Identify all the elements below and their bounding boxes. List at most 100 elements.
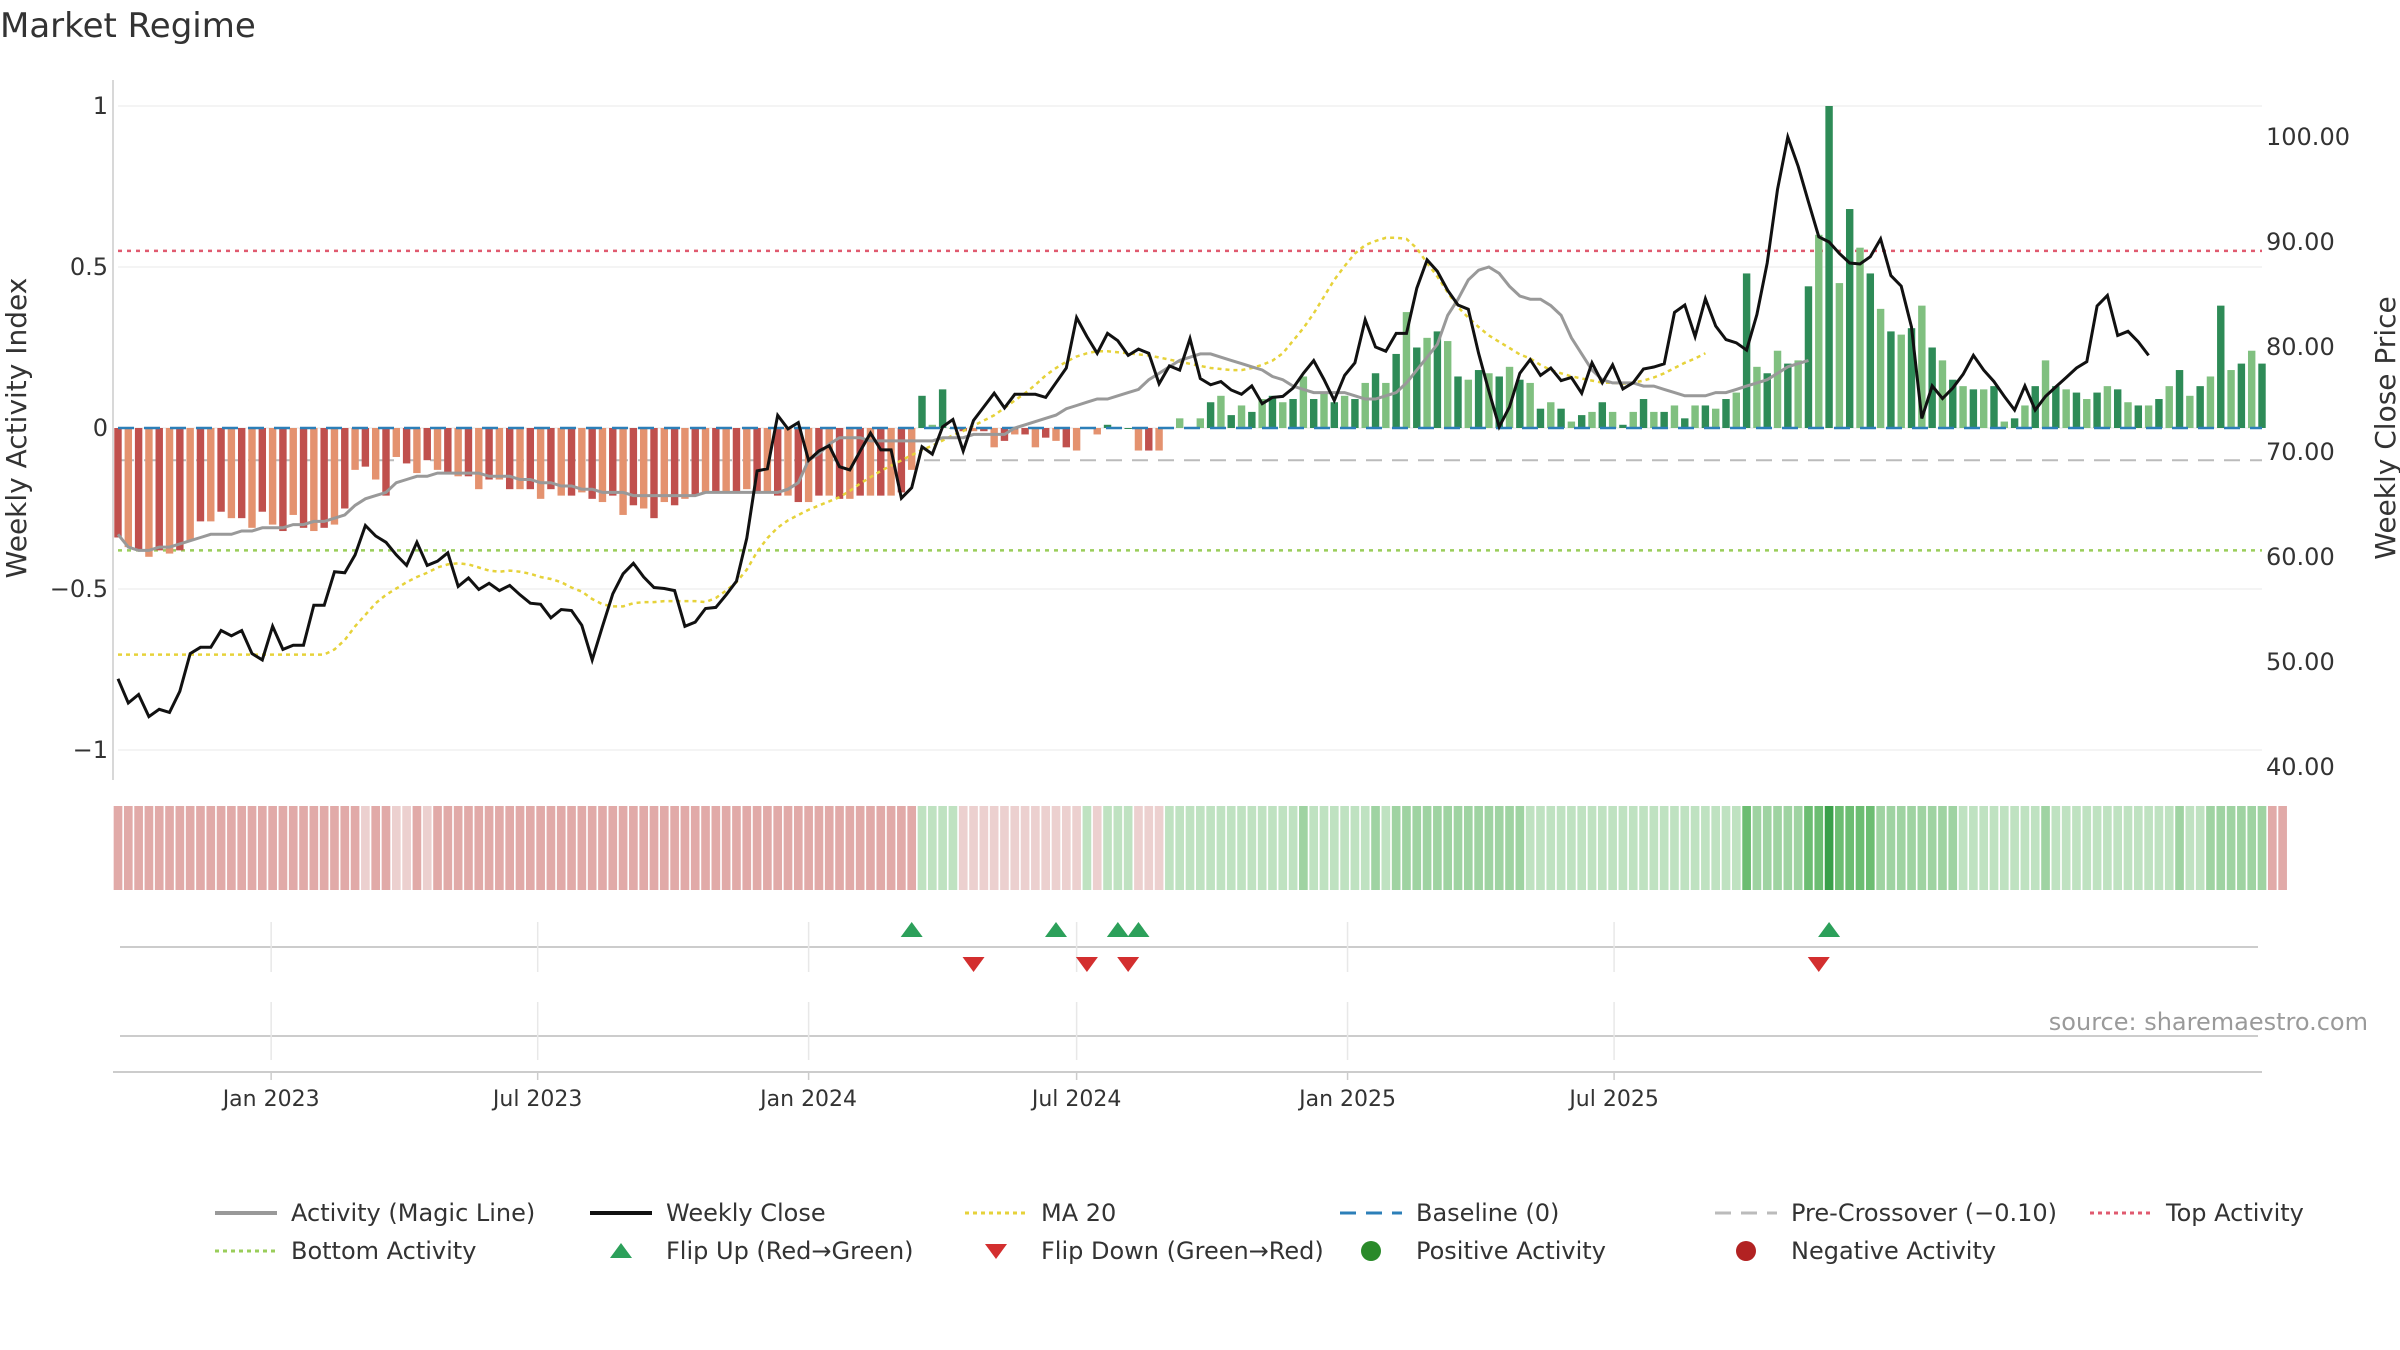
regime-strip-cell <box>917 806 927 890</box>
regime-strip-cell <box>2133 806 2143 890</box>
regime-strip-cell <box>1433 806 1442 890</box>
regime-strip-cell <box>1628 806 1638 890</box>
activity-bar <box>2010 418 2019 428</box>
regime-strip-cell <box>1711 806 1721 890</box>
legend-label: Pre-Crossover (−0.10) <box>1791 1199 2058 1227</box>
activity-bar <box>371 428 380 480</box>
activity-bar <box>2144 405 2153 428</box>
activity-bar <box>526 428 535 490</box>
regime-strip-cell <box>484 806 494 890</box>
regime-strip-cell <box>1690 806 1700 890</box>
regime-strip-cell <box>1639 806 1648 890</box>
regime-strip-cell <box>1216 806 1226 890</box>
activity-bar <box>361 428 370 467</box>
regime-strip-cell <box>1061 806 1071 890</box>
activity-bar <box>588 428 596 499</box>
activity-bar <box>1681 418 1689 428</box>
regime-strip-cell <box>206 806 216 890</box>
activity-bar <box>2000 421 2009 428</box>
activity-bar <box>145 428 153 557</box>
activity-bar <box>2124 402 2132 428</box>
activity-bar <box>969 428 978 432</box>
regime-strip-cell <box>1463 806 1473 890</box>
activity-bar <box>1145 428 1153 451</box>
regime-strip-cell <box>1082 806 1092 890</box>
regime-strip-cell <box>793 806 803 890</box>
x-tick-label: Jul 2024 <box>1030 1087 1122 1112</box>
regime-strip-cell <box>1443 806 1453 890</box>
activity-bar <box>330 428 339 525</box>
circle-green-swatch-icon <box>1340 1240 1402 1262</box>
activity-bar <box>1464 379 1473 428</box>
flip-up-marker <box>1818 922 1841 937</box>
regime-strip-cell <box>1134 806 1143 890</box>
regime-strip-cell <box>886 806 896 890</box>
x-tick-label: Jul 2025 <box>1567 1087 1659 1112</box>
activity-bar <box>1773 350 1782 428</box>
activity-bar <box>207 428 215 522</box>
regime-strip-cell <box>938 806 947 890</box>
regime-strip-cell <box>2247 806 2257 890</box>
regime-strip-cell <box>855 806 865 890</box>
regime-strip-cell <box>1773 806 1782 890</box>
regime-strip-cell <box>495 806 504 890</box>
regime-strip-cell <box>1546 806 1556 890</box>
activity-bar <box>567 428 576 496</box>
regime-strip-cell <box>350 806 360 890</box>
activity-bar <box>1763 373 1771 428</box>
line-dotted-yellow-swatch-icon <box>965 1202 1027 1224</box>
legend-item: Negative Activity <box>1715 1236 2090 1266</box>
legend-label: Top Activity <box>2166 1199 2304 1227</box>
activity-bar <box>444 428 452 474</box>
activity-bar <box>1907 328 1916 428</box>
regime-strip-cell <box>1309 806 1319 890</box>
activity-bar <box>1856 247 1864 428</box>
regime-strip-cell <box>525 806 535 890</box>
regime-strip-cell <box>1927 806 1937 890</box>
regime-strip-cell <box>1701 806 1710 890</box>
regime-strip-cell <box>546 806 556 890</box>
activity-bar <box>1516 379 1524 428</box>
activity-bar <box>1423 337 1431 428</box>
activity-bar <box>2155 399 2163 428</box>
regime-strip-cell <box>577 806 587 890</box>
regime-strip-cell <box>2041 806 2050 890</box>
activity-bar <box>1011 428 1019 435</box>
regime-strip-cell <box>1577 806 1587 890</box>
activity-bar <box>753 428 761 493</box>
regime-strip-cell <box>433 806 442 890</box>
activity-bar <box>1897 334 1905 428</box>
legend-item: Top Activity <box>2090 1198 2310 1228</box>
activity-bar <box>877 428 885 496</box>
left-tick-label: −0.5 <box>50 575 108 603</box>
activity-bar <box>1248 411 1256 428</box>
left-tick-label: −1 <box>73 736 108 764</box>
regime-strip-cell <box>1113 806 1123 890</box>
regime-strip-cell <box>1855 806 1865 890</box>
activity-bar <box>1547 402 1555 428</box>
activity-bar <box>1619 424 1627 428</box>
activity-bar <box>763 428 772 493</box>
regime-strip-cell <box>1742 806 1751 890</box>
activity-bar <box>712 428 720 493</box>
activity-bar <box>320 428 328 528</box>
right-tick-label: 90.00 <box>2266 228 2335 256</box>
regime-strip-cell <box>1948 806 1958 890</box>
magic-line <box>116 265 1809 552</box>
regime-strip-cell <box>330 806 339 890</box>
activity-bar <box>485 428 493 480</box>
regime-strip-cell <box>1226 806 1236 890</box>
regime-strip-cell <box>1020 806 1030 890</box>
activity-bar <box>2217 305 2225 428</box>
line-dotted-green-swatch-icon <box>215 1240 277 1262</box>
activity-bar <box>1711 408 1720 428</box>
regime-strip-cell <box>1752 806 1762 890</box>
regime-strip-cell <box>587 806 597 890</box>
regime-strip-cell <box>2175 806 2184 890</box>
regime-strip-cell <box>1896 806 1906 890</box>
regime-strip-cell <box>979 806 989 890</box>
regime-strip-cell <box>123 806 133 890</box>
regime-strip-cell <box>1783 806 1793 890</box>
legend-item: Bottom Activity <box>215 1236 590 1266</box>
activity-bar <box>1588 411 1596 428</box>
